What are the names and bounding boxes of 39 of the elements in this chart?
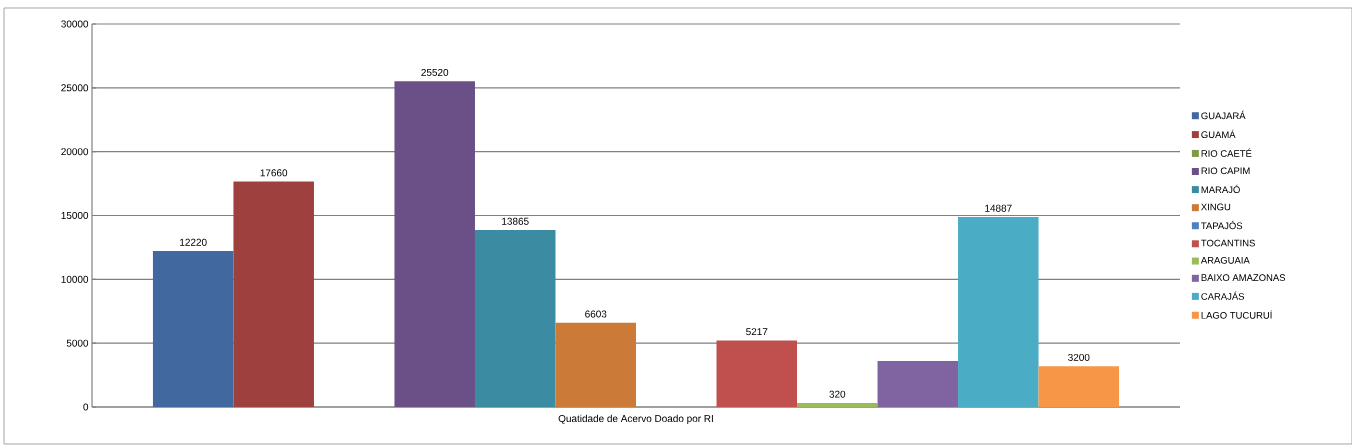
data-label: 13865 [502,217,529,225]
bar [152,250,234,407]
bar [233,181,314,407]
bar [474,229,556,407]
legend-label: CARAJÁS [1201,291,1245,300]
bar [394,81,475,407]
bar [797,402,878,407]
bar [555,322,636,407]
y-tick-label: 30000 [61,20,89,28]
legend-label: ARAGUAIA [1200,257,1250,264]
data-label: 5217 [746,328,768,336]
data-label: 6603 [585,310,607,318]
legend-label: RIO CAETÉ [1201,148,1252,157]
legend-label: GUAMÁ [1201,129,1236,139]
bar [1038,366,1120,407]
legend-label: LAGO TUCURUÍ [1201,310,1273,319]
data-label: 25520 [421,68,449,76]
legend-label: RIO CAPIM [1201,167,1250,175]
y-tick-label: 25000 [61,84,89,92]
legend-label: XINGU [1201,203,1231,211]
y-tick-label: 5000 [66,339,89,347]
data-label: 14887 [985,204,1012,212]
bar [877,361,959,407]
bar [716,340,798,407]
data-label: 12220 [180,238,207,246]
legend-label: GUAJARÁ [1201,110,1246,120]
legend-label: TOCANTINS [1201,239,1255,247]
bar [958,216,1039,407]
y-tick-label: 15000 [61,211,89,220]
x-tick-label: Quatidade de Acervo Doado por RI [558,414,713,425]
legend-label: TAPAJÓS [1201,220,1243,230]
data-label: 3200 [1068,353,1090,361]
data-label: 17660 [260,169,288,177]
y-tick-label: 20000 [61,148,89,156]
y-tick-label: 0 [83,403,89,411]
legend-label: MARAJÓ [1201,184,1240,194]
y-tick-label: 10000 [61,275,89,283]
data-label: 320 [829,390,846,398]
legend-label: BAIXO AMAZONAS [1201,274,1286,281]
